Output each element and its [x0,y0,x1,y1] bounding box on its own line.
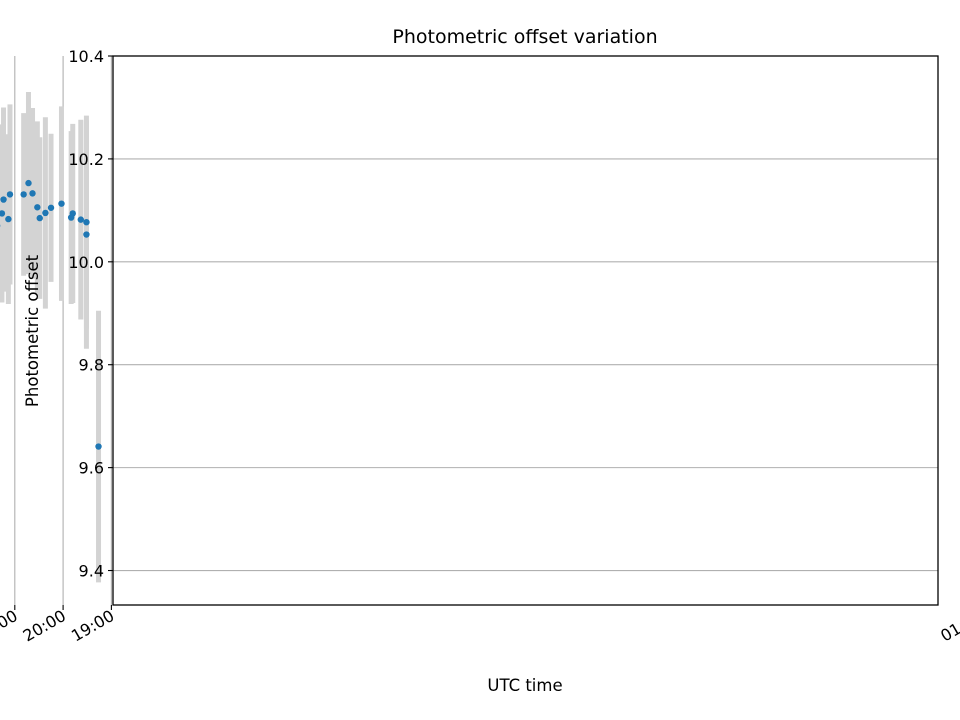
data-point [58,200,65,207]
data-point [34,204,41,211]
data-point [42,209,49,217]
plot-frame [112,55,939,606]
data-point [47,204,55,211]
x-tick-label: 01:00 [937,606,960,646]
x-tick-label: 20:00 [20,606,69,646]
grid-lines [14,55,938,605]
y-tick-label: 9.4 [79,562,104,581]
y-tick-label: 9.8 [79,356,104,375]
y-tick-label: 10.0 [68,253,104,272]
data-point [67,214,75,221]
data-point [83,218,90,226]
data-point [25,179,32,187]
chart-title: Photometric offset variation [392,26,657,48]
data-point [83,231,90,238]
data-point [36,214,43,222]
data-point [20,191,27,198]
data-point [29,190,36,197]
data-points [0,179,102,450]
y-axis-ticks: 9.4 9.6 9.8 10.0 10.2 10.4 [68,47,113,581]
x-axis-label: UTC time [487,676,562,695]
x-tick-label: 21:00 [0,606,21,646]
y-tick-label: 10.4 [68,47,104,66]
y-axis-label: Photometric offset [23,254,42,407]
data-point [5,215,12,223]
x-tick-label: 19:00 [68,606,117,646]
data-point [77,216,85,223]
data-point [0,196,7,203]
y-tick-label: 10.2 [68,150,104,169]
data-point [95,443,102,450]
data-point [0,210,6,217]
data-point [6,191,14,198]
y-tick-label: 9.6 [79,459,104,478]
